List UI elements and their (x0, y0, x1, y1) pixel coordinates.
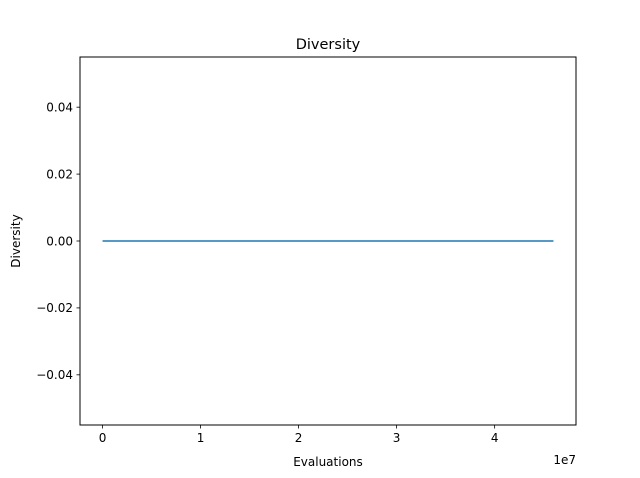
y-tick-label: 0.02 (46, 167, 73, 181)
x-tick-label: 3 (393, 431, 401, 445)
y-tick-label: −0.02 (36, 301, 73, 315)
x-axis-offset-label: 1e7 (553, 453, 576, 467)
y-tick-label: 0.04 (46, 100, 73, 114)
x-axis-label: Evaluations (293, 455, 363, 469)
chart-title: Diversity (296, 37, 361, 53)
y-tick-label: −0.04 (36, 368, 73, 382)
x-tick-label: 1 (197, 431, 205, 445)
x-tick-label: 4 (491, 431, 499, 445)
y-axis: −0.04 −0.02 0.00 0.02 0.04 (36, 100, 80, 382)
y-tick-label: 0.00 (46, 234, 73, 248)
x-axis: 0 1 2 3 4 (99, 425, 499, 445)
y-axis-label: Diversity (9, 214, 23, 267)
x-tick-label: 0 (99, 431, 107, 445)
x-tick-label: 2 (295, 431, 303, 445)
